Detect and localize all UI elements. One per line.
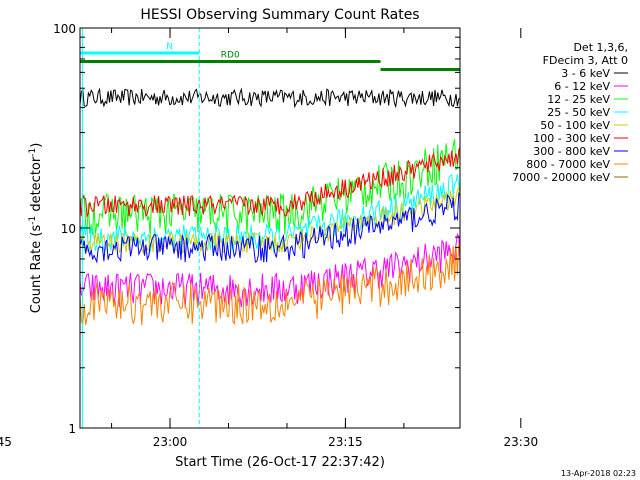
axes: 11010022:4523:0023:1523:3023:4500:0000:1… bbox=[0, 22, 539, 449]
legend-entry-label: 100 - 300 keV bbox=[533, 132, 610, 145]
legend-entry-label: 3 - 6 keV bbox=[561, 67, 610, 80]
y-tick-label: 10 bbox=[61, 222, 76, 236]
y-axis-label: Count Rate (s-1 detector-1) bbox=[28, 143, 44, 314]
x-tick-label: 23:30 bbox=[504, 435, 539, 449]
series-line-6 bbox=[80, 191, 460, 264]
footer-date: 13-Apr-2018 02:23 bbox=[561, 469, 636, 478]
series-line-1 bbox=[80, 232, 460, 308]
series-line-2 bbox=[80, 139, 460, 237]
y-tick-label: 100 bbox=[53, 22, 76, 36]
legend-entry-label: 50 - 100 keV bbox=[540, 119, 610, 132]
y-tick-label: 1 bbox=[68, 422, 76, 436]
x-tick-label: 23:00 bbox=[153, 435, 188, 449]
legend-entry-label: 12 - 25 keV bbox=[547, 93, 610, 106]
series-line-4 bbox=[80, 185, 460, 255]
legend-entry-label: 6 - 12 keV bbox=[554, 80, 610, 93]
x-tick-label: 22:45 bbox=[0, 435, 12, 449]
x-axis-label: Start Time (26-Oct-17 22:37:42) bbox=[175, 455, 385, 470]
series-line-7 bbox=[80, 243, 460, 326]
legend-entry-label: 800 - 7000 keV bbox=[526, 158, 610, 171]
legend-header-line: FDecim 3, Att 0 bbox=[543, 54, 628, 67]
series-line-3 bbox=[80, 174, 460, 254]
legend-entry-label: 7000 - 20000 keV bbox=[512, 171, 610, 184]
plot-area: NRD0RD6S bbox=[80, 28, 460, 428]
chart-title: HESSI Observing Summary Count Rates bbox=[140, 7, 419, 23]
legend-header-line: Det 1,3,6, bbox=[573, 41, 628, 54]
series-line-0 bbox=[80, 87, 460, 109]
legend-entry-label: 25 - 50 keV bbox=[547, 106, 610, 119]
flag-label-n: N bbox=[166, 42, 173, 52]
flag-label-rd0: RD0 bbox=[221, 50, 240, 60]
legend-entry-label: 300 - 800 keV bbox=[533, 145, 610, 158]
x-tick-label: 23:15 bbox=[328, 435, 363, 449]
series-line-5 bbox=[80, 145, 460, 218]
